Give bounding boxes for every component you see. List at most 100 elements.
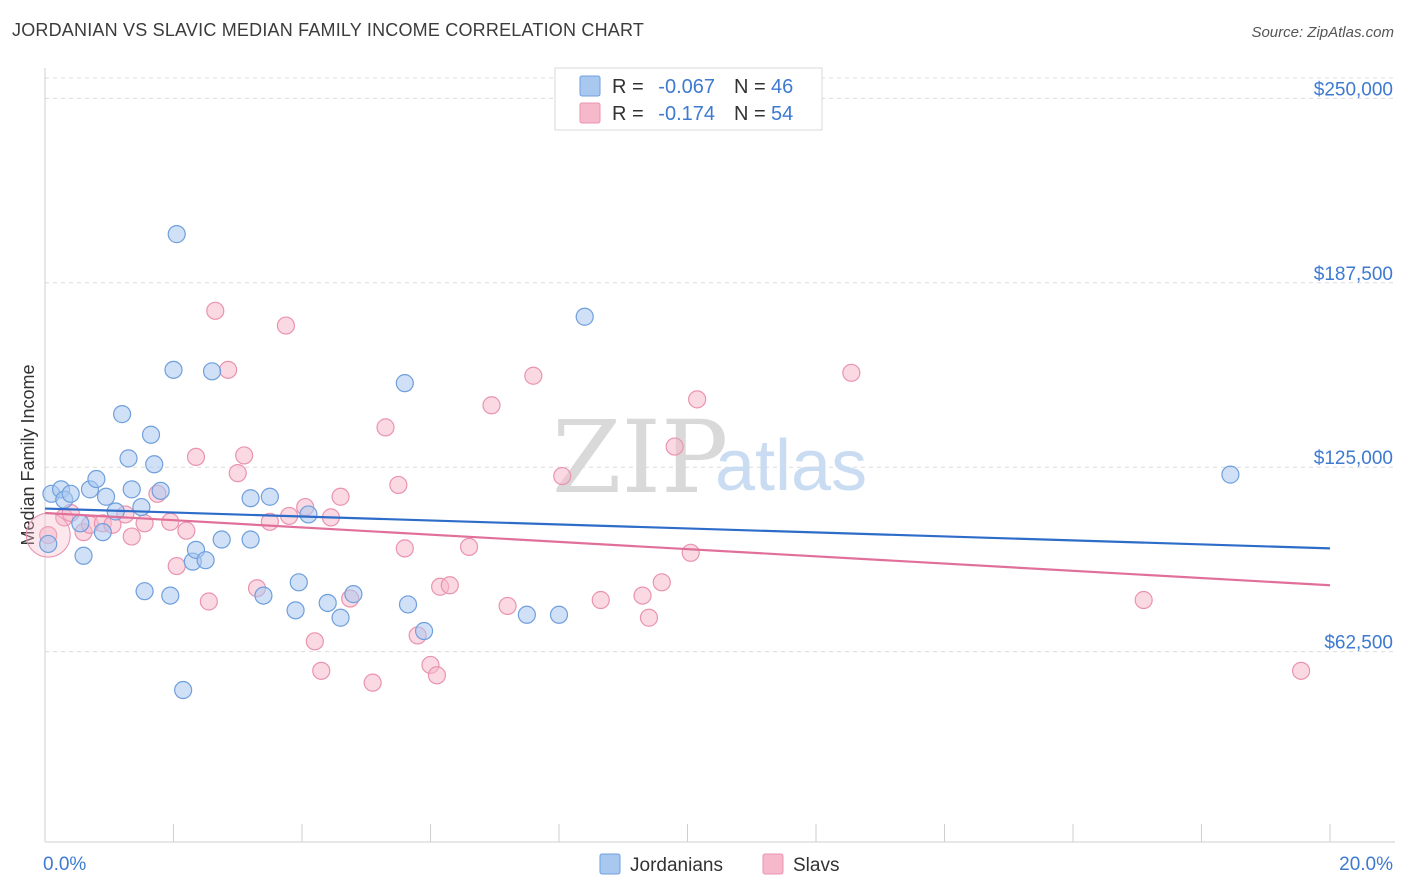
- point-slavs: [167, 556, 186, 576]
- point-jordanians: [174, 680, 193, 700]
- watermark-zip: ZIP: [552, 399, 728, 516]
- chart-source: Source: ZipAtlas.com: [1251, 24, 1394, 41]
- trend-lines: [44, 507, 1331, 587]
- point-slavs: [681, 543, 700, 562]
- watermark-atlas: atlas: [715, 426, 867, 506]
- legend-bottom-swatch-slavs: [762, 853, 784, 875]
- point-jordanians: [260, 487, 279, 506]
- point-slavs: [161, 512, 180, 531]
- point-slavs: [376, 418, 395, 437]
- point-jordanians: [135, 582, 154, 601]
- point-jordanians: [398, 595, 418, 614]
- point-slavs: [553, 466, 572, 486]
- point-jordanians: [286, 601, 305, 620]
- axes: [44, 68, 1395, 843]
- watermark: ZIP atlas: [552, 399, 867, 516]
- y-tick-labels: $62,500 $125,000 $187,500 $250,000: [1314, 79, 1393, 653]
- point-jordanians: [151, 481, 170, 500]
- point-slavs: [591, 590, 610, 610]
- legend-n-value-slavs: 54: [771, 103, 793, 125]
- point-jordanians: [196, 551, 215, 570]
- x-tick-label: 20.0%: [1339, 854, 1393, 875]
- x-tick-labels: 0.0% 20.0%: [43, 854, 1393, 875]
- point-jordanians: [1221, 465, 1240, 484]
- point-jordanians: [93, 523, 112, 542]
- point-jordanians: [61, 484, 80, 503]
- legend-bottom-label-jordanians: Jordanians: [630, 855, 723, 876]
- point-jordanians: [71, 514, 90, 533]
- gridlines: [45, 77, 1395, 653]
- point-slavs: [440, 576, 459, 595]
- point-slavs: [235, 446, 254, 465]
- legend-bottom-label-slavs: Slavs: [793, 855, 839, 876]
- point-jordanians: [167, 225, 186, 244]
- point-jordanians: [119, 449, 138, 468]
- point-slavs: [177, 521, 196, 540]
- point-slavs: [228, 464, 247, 483]
- point-jordanians: [87, 469, 106, 489]
- point-jordanians: [212, 530, 231, 549]
- legend-n-label-slavs: N =: [734, 103, 766, 125]
- legend-swatch-jordanians: [579, 75, 601, 97]
- point-jordanians: [289, 573, 308, 592]
- point-slavs: [524, 366, 543, 385]
- point-slavs: [219, 360, 238, 379]
- legend-r-label-slavs: R =: [612, 103, 644, 125]
- point-slavs: [305, 632, 324, 651]
- point-jordanians: [96, 487, 116, 506]
- point-slavs: [1134, 590, 1153, 610]
- point-jordanians: [141, 425, 161, 444]
- trend-line-jordanians: [44, 507, 1331, 550]
- y-axis-label: Median Family Income: [18, 364, 38, 545]
- point-jordanians: [145, 455, 164, 474]
- point-jordanians: [517, 605, 536, 624]
- point-slavs: [482, 396, 501, 415]
- point-jordanians: [241, 489, 260, 508]
- point-slavs: [688, 390, 707, 409]
- legend-r-value-slavs: -0.174: [658, 103, 715, 125]
- legend-bottom-swatch-jordanians: [599, 853, 621, 875]
- trend-line-slavs: [44, 511, 1331, 587]
- point-slavs: [498, 596, 517, 616]
- point-slavs: [459, 537, 479, 557]
- point-slavs: [427, 666, 447, 685]
- point-slavs: [389, 475, 408, 495]
- point-jordanians: [164, 360, 183, 379]
- point-jordanians: [331, 608, 350, 627]
- x-tick-label: 0.0%: [43, 854, 86, 875]
- point-slavs: [652, 573, 671, 592]
- point-slavs: [276, 316, 296, 335]
- legend-n-label-jordanians: N =: [734, 76, 766, 98]
- legend-bottom: Jordanians Slavs: [599, 853, 839, 876]
- legend-r-value-jordanians: -0.067: [658, 76, 715, 98]
- point-jordanians: [74, 546, 93, 565]
- point-jordanians: [299, 505, 318, 524]
- series-jordanians: [39, 225, 1240, 700]
- legend-r-label-jordanians: R =: [612, 76, 644, 98]
- point-jordanians: [395, 374, 414, 393]
- point-jordanians: [575, 307, 594, 326]
- point-jordanians: [202, 362, 222, 381]
- point-jordanians: [39, 534, 58, 554]
- point-jordanians: [241, 530, 260, 549]
- point-jordanians: [254, 586, 273, 605]
- point-slavs: [199, 592, 218, 611]
- point-slavs: [312, 661, 331, 680]
- y-tick-label: $250,000: [1314, 79, 1393, 100]
- legend-n-value-jordanians: 46: [771, 76, 793, 98]
- point-slavs: [395, 539, 414, 558]
- point-jordanians: [132, 497, 151, 517]
- point-jordanians: [549, 605, 569, 624]
- point-slavs: [665, 437, 684, 456]
- point-jordanians: [318, 593, 337, 613]
- point-slavs: [331, 487, 350, 506]
- legend-swatch-slavs: [579, 102, 601, 124]
- y-tick-label: $187,500: [1314, 264, 1393, 285]
- point-slavs: [363, 673, 382, 692]
- legend-top: R = -0.067 N = 46 R = -0.174 N = 54: [554, 67, 823, 131]
- point-jordanians: [161, 586, 180, 605]
- point-slavs: [842, 363, 861, 382]
- point-slavs: [639, 608, 659, 627]
- point-jordanians: [344, 585, 363, 604]
